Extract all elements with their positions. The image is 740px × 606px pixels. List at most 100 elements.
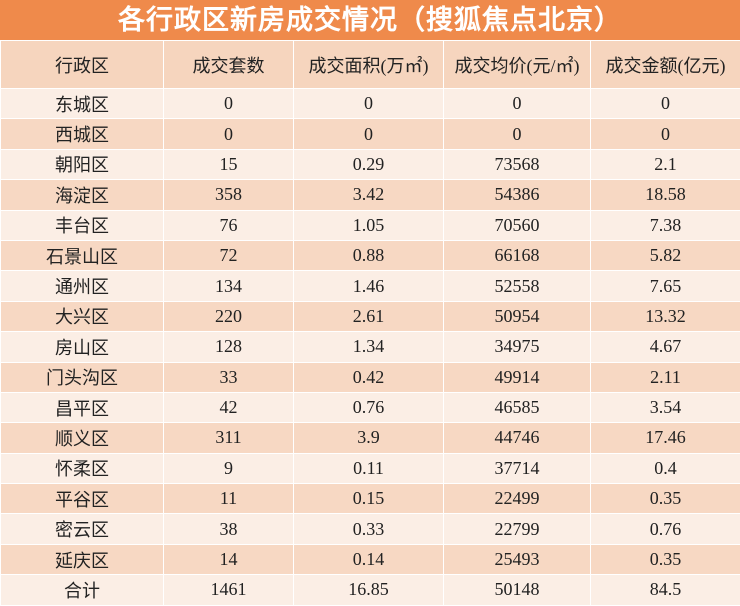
value-cell: 50148 [443, 574, 591, 606]
value-cell: 9 [163, 452, 294, 485]
table-row: 合计 1461 16.85 50148 84.5 [0, 574, 740, 606]
value-cell: 0.29 [293, 148, 444, 181]
value-cell: 1.05 [293, 209, 444, 241]
value-cell: 76 [163, 209, 294, 241]
district-cell: 西城区 [0, 118, 164, 150]
value-cell: 37714 [443, 452, 591, 485]
value-cell: 4.67 [590, 331, 740, 363]
value-cell: 1.46 [293, 270, 444, 302]
value-cell: 0.76 [590, 513, 740, 545]
value-cell: 44746 [443, 422, 591, 454]
value-cell: 25493 [443, 543, 591, 576]
table-row: 石景山区 72 0.88 66168 5.82 [0, 239, 740, 272]
value-cell: 0.35 [590, 543, 740, 576]
value-cell: 0 [293, 118, 444, 150]
district-cell: 朝阳区 [0, 148, 164, 181]
district-cell: 怀柔区 [0, 452, 164, 485]
table-row: 顺义区 311 3.9 44746 17.46 [0, 422, 740, 454]
value-cell: 0 [443, 118, 591, 150]
table-row: 西城区 0 0 0 0 [0, 118, 740, 150]
value-cell: 0 [163, 118, 294, 150]
district-cell: 密云区 [0, 513, 164, 545]
value-cell: 66168 [443, 239, 591, 272]
value-cell: 0 [590, 87, 740, 120]
value-cell: 0 [293, 87, 444, 120]
value-cell: 11 [163, 483, 294, 515]
value-cell: 134 [163, 270, 294, 302]
value-cell: 358 [163, 179, 294, 211]
value-cell: 0.15 [293, 483, 444, 515]
value-cell: 1461 [163, 574, 294, 606]
value-cell: 18.58 [590, 179, 740, 211]
value-cell: 3.54 [590, 391, 740, 424]
value-cell: 38 [163, 513, 294, 545]
column-header: 成交套数 [163, 40, 294, 89]
district-cell: 海淀区 [0, 179, 164, 211]
value-cell: 42 [163, 391, 294, 424]
value-cell: 22499 [443, 483, 591, 515]
table-row: 海淀区 358 3.42 54386 18.58 [0, 179, 740, 211]
value-cell: 22799 [443, 513, 591, 545]
value-cell: 311 [163, 422, 294, 454]
value-cell: 0 [443, 87, 591, 120]
table-row: 朝阳区 15 0.29 73568 2.1 [0, 148, 740, 181]
district-cell: 东城区 [0, 87, 164, 120]
value-cell: 15 [163, 148, 294, 181]
value-cell: 50954 [443, 300, 591, 333]
value-cell: 54386 [443, 179, 591, 211]
value-cell: 7.65 [590, 270, 740, 302]
table-row: 平谷区 11 0.15 22499 0.35 [0, 483, 740, 515]
value-cell: 17.46 [590, 422, 740, 454]
district-cell: 昌平区 [0, 391, 164, 424]
table-row: 昌平区 42 0.76 46585 3.54 [0, 391, 740, 424]
table-row: 房山区 128 1.34 34975 4.67 [0, 331, 740, 363]
column-header: 成交均价(元/㎡) [443, 40, 591, 89]
table-row: 通州区 134 1.46 52558 7.65 [0, 270, 740, 302]
district-cell: 延庆区 [0, 543, 164, 576]
value-cell: 52558 [443, 270, 591, 302]
district-cell: 合计 [0, 574, 164, 606]
value-cell: 2.11 [590, 361, 740, 393]
value-cell: 1.34 [293, 331, 444, 363]
value-cell: 7.38 [590, 209, 740, 241]
value-cell: 5.82 [590, 239, 740, 272]
data-table: 行政区 成交套数 成交面积(万㎡) 成交均价(元/㎡) 成交金额(亿元) 东城区 0 0 0 0… [0, 40, 740, 606]
value-cell: 13.32 [590, 300, 740, 333]
value-cell: 34975 [443, 331, 591, 363]
value-cell: 16.85 [293, 574, 444, 606]
table-row: 门头沟区 33 0.42 49914 2.11 [0, 361, 740, 393]
value-cell: 2.61 [293, 300, 444, 333]
district-cell: 顺义区 [0, 422, 164, 454]
table-title: 各行政区新房成交情况（搜狐焦点北京） [0, 0, 740, 40]
value-cell: 0.88 [293, 239, 444, 272]
value-cell: 46585 [443, 391, 591, 424]
value-cell: 70560 [443, 209, 591, 241]
table-row: 丰台区 76 1.05 70560 7.38 [0, 209, 740, 241]
value-cell: 14 [163, 543, 294, 576]
value-cell: 3.42 [293, 179, 444, 211]
value-cell: 0 [163, 87, 294, 120]
district-cell: 平谷区 [0, 483, 164, 515]
column-header: 成交金额(亿元) [590, 40, 740, 89]
table-body: 东城区 0 0 0 0 西城区 0 0 0 0 朝阳区 15 0.29 73568 2.1 海淀区 358 3.4… [0, 87, 740, 606]
district-cell: 丰台区 [0, 209, 164, 241]
value-cell: 0 [590, 118, 740, 150]
value-cell: 0.42 [293, 361, 444, 393]
table-row: 怀柔区 9 0.11 37714 0.4 [0, 452, 740, 485]
value-cell: 128 [163, 331, 294, 363]
value-cell: 33 [163, 361, 294, 393]
value-cell: 84.5 [590, 574, 740, 606]
value-cell: 0.11 [293, 452, 444, 485]
value-cell: 2.1 [590, 148, 740, 181]
value-cell: 72 [163, 239, 294, 272]
column-header: 成交面积(万㎡) [293, 40, 444, 89]
district-cell: 通州区 [0, 270, 164, 302]
district-cell: 门头沟区 [0, 361, 164, 393]
district-cell: 房山区 [0, 331, 164, 363]
table-row: 大兴区 220 2.61 50954 13.32 [0, 300, 740, 333]
table-row: 延庆区 14 0.14 25493 0.35 [0, 543, 740, 576]
header-row: 行政区 成交套数 成交面积(万㎡) 成交均价(元/㎡) 成交金额(亿元) [0, 40, 740, 89]
value-cell: 73568 [443, 148, 591, 181]
district-cell: 石景山区 [0, 239, 164, 272]
table-row: 东城区 0 0 0 0 [0, 87, 740, 120]
